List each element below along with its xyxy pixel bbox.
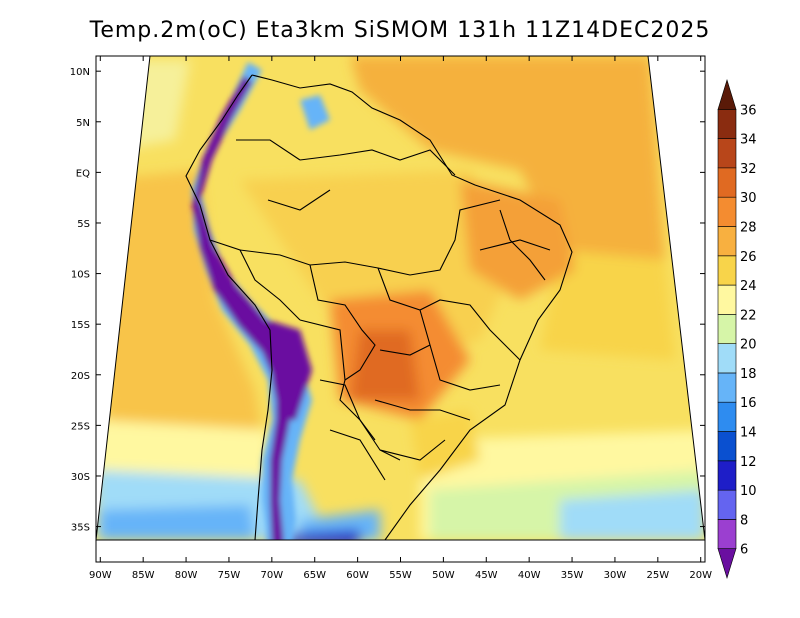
colorbar-label: 20 xyxy=(740,338,757,353)
lon-label: 40W xyxy=(518,570,541,581)
colorbar-label: 10 xyxy=(740,484,757,499)
colorbar-swatch xyxy=(717,460,737,491)
colorbar-label: 34 xyxy=(740,133,757,148)
colorbar-label: 8 xyxy=(740,513,748,528)
colorbar-swatch xyxy=(717,78,737,110)
lon-label: 25W xyxy=(647,570,670,581)
colorbar-label: 18 xyxy=(740,367,757,382)
lon-label: 80W xyxy=(175,570,198,581)
colorbar-label: 30 xyxy=(740,191,757,206)
colorbar-label: 14 xyxy=(740,426,757,441)
country-boundaries xyxy=(185,74,573,540)
map-title: Temp.2m(oC) Eta3km SiSMOM 131h 11Z14DEC2… xyxy=(89,18,711,43)
lon-label: 50W xyxy=(432,570,455,581)
lat-label: 30S xyxy=(71,472,90,483)
colorbar-label: 26 xyxy=(740,250,757,265)
latitude-axis: 10N 5N EQ 5S 10S 15S 20S 25S 30S 35S xyxy=(70,67,705,534)
colorbar-swatch xyxy=(717,108,737,139)
lat-label: EQ xyxy=(76,168,90,179)
lat-label: 10N xyxy=(70,67,90,78)
colorbar-label: 6 xyxy=(740,543,748,558)
colorbar-swatch xyxy=(717,196,737,227)
temperature-field xyxy=(96,56,705,540)
lon-label: 85W xyxy=(132,570,155,581)
lat-label: 5N xyxy=(76,118,90,129)
lat-label: 10S xyxy=(71,270,90,281)
colorbar-swatch xyxy=(717,226,737,257)
lon-label: 20W xyxy=(689,570,712,581)
lon-label: 65W xyxy=(303,570,326,581)
lat-label: 25S xyxy=(71,421,90,432)
colorbar-swatch xyxy=(717,489,737,520)
lon-label: 75W xyxy=(218,570,241,581)
colorbar-swatch xyxy=(717,431,737,462)
colorbar-swatch xyxy=(717,138,737,169)
lon-label: 45W xyxy=(475,570,498,581)
lat-label: 15S xyxy=(71,320,90,331)
colorbar-label: 22 xyxy=(740,308,757,323)
colorbar-swatch xyxy=(717,314,737,344)
lon-label: 55W xyxy=(389,570,412,581)
colorbar-label: 36 xyxy=(740,103,757,118)
longitude-axis: 90W 85W 80W 75W 70W 65W 60W 55W 50W 45W 40W 35W 30W 2… xyxy=(89,56,712,581)
lon-label: 30W xyxy=(604,570,627,581)
colorbar-swatch xyxy=(717,284,737,315)
colorbar-swatch xyxy=(717,167,737,198)
lon-label: 90W xyxy=(89,570,112,581)
lon-label: 35W xyxy=(561,570,584,581)
colorbar-label: 28 xyxy=(740,220,757,235)
colorbar-label: 32 xyxy=(740,162,757,177)
lat-label: 20S xyxy=(71,371,90,382)
colorbar-label: 12 xyxy=(740,455,757,470)
colorbar: 6 8 10 12 14 16 18 20 22 24 26 28 30 32 34 36 xyxy=(717,78,757,580)
colorbar-label: 24 xyxy=(740,279,757,294)
colorbar-swatch xyxy=(717,372,737,403)
lat-label: 35S xyxy=(71,523,90,534)
colorbar-swatch xyxy=(717,401,737,432)
colorbar-label: 16 xyxy=(740,396,757,411)
colorbar-swatch xyxy=(717,255,737,286)
lon-label: 70W xyxy=(261,570,284,581)
colorbar-swatch xyxy=(717,548,737,580)
colorbar-swatch xyxy=(717,519,737,550)
colorbar-swatch xyxy=(717,343,737,374)
lon-label: 60W xyxy=(346,570,369,581)
lat-label: 5S xyxy=(77,219,90,230)
